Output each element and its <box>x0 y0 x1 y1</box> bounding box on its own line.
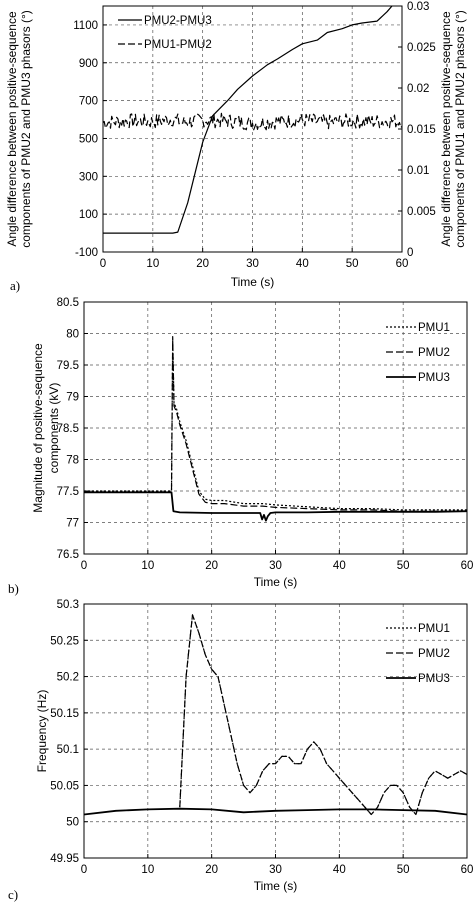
x-tick-label: 50 <box>397 560 410 572</box>
y-right-tick-label: 0.025 <box>407 42 436 54</box>
x-tick-label: 20 <box>196 258 209 270</box>
y-axis-label: components (kV) <box>47 383 61 474</box>
y-tick-label: 49.95 <box>50 853 79 865</box>
y-tick-label: 900 <box>79 58 98 70</box>
series-line-pmu2 <box>84 336 467 512</box>
y-axis-label: Frequency (Hz) <box>35 690 49 773</box>
x-tick-label: 60 <box>461 864 474 876</box>
chart-3: 0 10 20 30 40 50 60 49.95 50 50.05 50.1 50.15 50.2 50… <box>8 599 473 902</box>
x-tick-label: 30 <box>246 258 259 270</box>
x-tick-label: 40 <box>333 864 346 876</box>
x-tick-label: 20 <box>205 560 218 572</box>
y-tick-label: 77 <box>66 518 79 530</box>
y-tick-label: 80.5 <box>57 297 79 309</box>
y-right-tick-label: 0.015 <box>407 124 436 136</box>
x-tick-label: 0 <box>81 560 87 572</box>
x-tick-label: 10 <box>146 258 159 270</box>
x-tick-label: 60 <box>396 258 409 270</box>
x-tick-label: 40 <box>333 560 346 572</box>
y-tick-label: 78 <box>66 455 79 467</box>
legend-label: PMU2 <box>418 347 450 359</box>
y-tick-label: 76.5 <box>57 549 79 561</box>
y-tick-label: 50.25 <box>50 635 79 647</box>
series-line-pmu2-pmu3 <box>103 6 393 234</box>
y-right-axis-label: components of PMU1 and PMU2 phasors (°) <box>453 10 467 248</box>
series-line-pmu3 <box>84 807 467 816</box>
legend-label: PMU3 <box>418 673 450 685</box>
x-tick-label: 0 <box>81 864 87 876</box>
series-line-pmu1 <box>179 614 467 816</box>
y-tick-label: 77.5 <box>57 486 79 498</box>
y-axis-label: Magnitude of positive-sequence <box>31 343 45 513</box>
y-tick-label: 79.5 <box>57 360 79 372</box>
y-tick-label: 80 <box>66 329 79 341</box>
x-tick-label: 50 <box>346 258 359 270</box>
legend-label: PMU2 <box>418 648 450 660</box>
y-tick-label: -100 <box>75 247 98 259</box>
y-tick-label: 500 <box>79 133 98 145</box>
y-right-tick-label: 0.01 <box>407 165 429 177</box>
y-tick-label: 79 <box>66 392 79 404</box>
x-axis-label: Time (s) <box>254 575 298 589</box>
y-tick-label: 50.05 <box>50 780 79 792</box>
y-tick-label: 700 <box>79 96 98 108</box>
panel-label: a) <box>10 278 20 293</box>
y-axis-label: Angle difference between positive-sequen… <box>5 11 19 247</box>
y-right-axis-label: Angle difference between positive-sequen… <box>439 11 453 247</box>
y-tick-label: 300 <box>79 171 98 183</box>
series-line-pmu1-pmu2 <box>103 112 402 131</box>
panel-label: c) <box>8 887 18 902</box>
y-right-tick-label: 0.005 <box>407 206 436 218</box>
y-right-tick-label: 0.03 <box>407 1 429 13</box>
panel-label: b) <box>8 581 19 596</box>
x-tick-label: 50 <box>397 864 410 876</box>
legend-label: PMU1 <box>418 322 450 334</box>
x-tick-label: 60 <box>461 560 474 572</box>
x-tick-label: 40 <box>296 258 309 270</box>
x-axis-label: Time (s) <box>254 879 298 893</box>
x-tick-label: 30 <box>269 864 282 876</box>
y-tick-label: 1100 <box>73 20 98 32</box>
x-tick-label: 0 <box>100 258 106 270</box>
legend-label: PMU3 <box>418 372 450 384</box>
x-tick-label: 30 <box>269 560 282 572</box>
series-line-pmu2 <box>179 614 467 816</box>
y-right-tick-label: 0.02 <box>407 83 429 95</box>
legend-label: PMU1 <box>418 623 450 635</box>
y-tick-label: 50 <box>66 817 79 829</box>
y-tick-label: 100 <box>79 209 98 221</box>
series-line-pmu3 <box>84 491 467 522</box>
chart-1: 0 10 20 30 40 50 60 -100 100 300 500 700 900 1100 0 0.0… <box>5 1 467 293</box>
x-axis-label: Time (s) <box>231 275 275 289</box>
chart-2: 0 10 20 30 40 50 60 76.5 77 77.5 78 78.5 79 79.5 80 80.… <box>8 297 473 596</box>
y-tick-label: 78.5 <box>57 423 79 435</box>
y-axis-label: components of PMU2 and PMU3 phasors (°) <box>19 10 33 248</box>
legend-label: PMU1-PMU2 <box>144 39 212 51</box>
y-right-tick-label: 0 <box>407 247 413 259</box>
x-tick-label: 10 <box>141 864 154 876</box>
legend-label: PMU2-PMU3 <box>144 15 212 27</box>
y-tick-label: 50.3 <box>57 599 79 611</box>
x-tick-label: 10 <box>141 560 154 572</box>
x-tick-label: 20 <box>205 864 218 876</box>
y-tick-label: 50.2 <box>57 672 79 684</box>
y-tick-label: 50.15 <box>50 708 79 720</box>
y-tick-label: 50.1 <box>57 744 79 756</box>
